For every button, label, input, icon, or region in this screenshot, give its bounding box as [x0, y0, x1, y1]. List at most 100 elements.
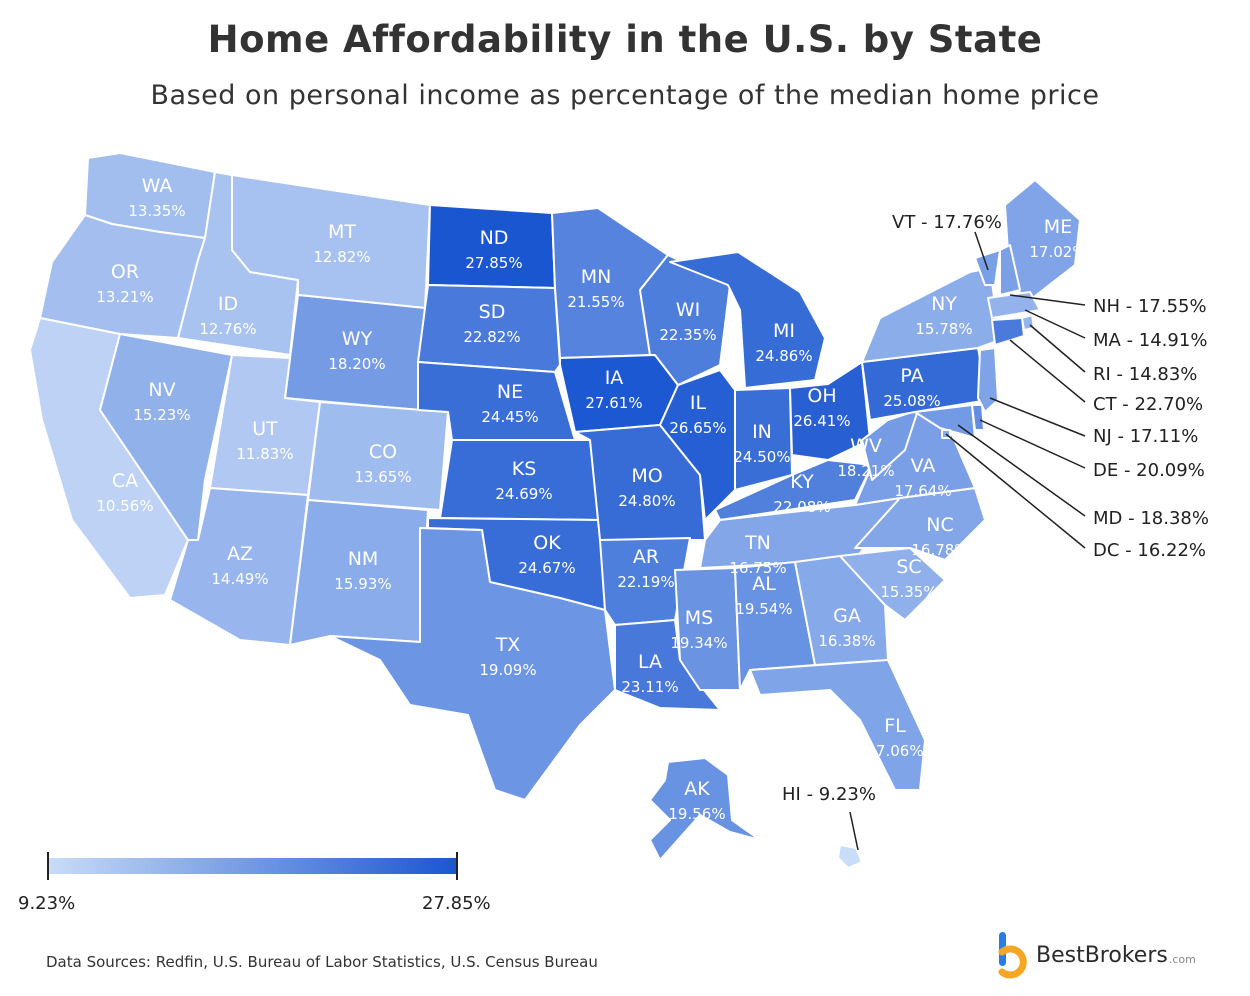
state-value-NM: 15.93%	[334, 575, 391, 593]
state-value-GA: 16.38%	[818, 632, 875, 650]
callout-line-HI	[849, 811, 859, 851]
state-value-CA: 10.56%	[96, 497, 153, 515]
state-value-OK: 24.67%	[518, 559, 575, 577]
state-NM[interactable]	[289, 499, 429, 646]
state-MS[interactable]	[674, 567, 741, 691]
state-value-MN: 21.55%	[567, 293, 624, 311]
state-LA[interactable]	[614, 619, 721, 711]
callout-NJ: NJ - 17.11%	[1093, 426, 1198, 447]
callout-DC: DC - 16.22%	[1093, 540, 1206, 561]
state-label-FL: FL	[884, 715, 906, 737]
state-value-IN: 24.50%	[733, 448, 790, 466]
state-value-OH: 26.41%	[793, 412, 850, 430]
state-WY[interactable]	[284, 294, 426, 411]
state-label-MN: MN	[581, 266, 612, 288]
state-value-LA: 23.11%	[621, 678, 678, 696]
state-label-MO: MO	[631, 465, 662, 487]
state-MI[interactable]	[669, 251, 826, 389]
map-title: Home Affordability in the U.S. by State	[207, 18, 1043, 61]
state-value-CO: 13.65%	[354, 468, 411, 486]
state-value-NV: 15.23%	[133, 406, 190, 424]
state-SC[interactable]	[839, 547, 946, 621]
state-label-WI: WI	[676, 299, 700, 321]
callout-line-DC	[945, 433, 1086, 549]
state-value-PA: 25.08%	[883, 392, 940, 410]
state-label-CA: CA	[112, 470, 138, 492]
brand-name: BestBrokers	[1036, 942, 1168, 968]
state-value-WY: 18.20%	[328, 355, 385, 373]
callout-MD: MD - 18.38%	[1093, 508, 1209, 529]
bestbrokers-logo-icon	[998, 932, 1027, 979]
state-label-NE: NE	[497, 381, 523, 403]
state-label-CO: CO	[369, 441, 397, 463]
state-value-IA: 27.61%	[585, 394, 642, 412]
callout-MA: MA - 14.91%	[1093, 330, 1207, 351]
callout-line-DE	[979, 419, 1086, 469]
state-NH[interactable]	[999, 244, 1021, 296]
state-label-NC: NC	[926, 514, 953, 536]
state-NY[interactable]	[861, 267, 1001, 363]
state-TX[interactable]	[329, 527, 616, 801]
state-value-ND: 27.85%	[465, 254, 522, 272]
state-value-ME: 17.02%	[1029, 243, 1086, 261]
state-value-NY: 15.78%	[915, 320, 972, 338]
callout-HI: HI - 9.23%	[782, 784, 876, 805]
state-IL[interactable]	[659, 369, 736, 521]
legend-max-tick	[456, 852, 458, 880]
state-value-NC: 16.78%	[911, 541, 968, 559]
state-value-MS: 19.34%	[670, 634, 727, 652]
state-CT[interactable]	[991, 317, 1025, 346]
legend-color-scale	[48, 858, 458, 874]
state-KS[interactable]	[439, 439, 601, 521]
state-label-OR: OR	[111, 261, 139, 283]
state-label-ND: ND	[480, 227, 509, 249]
state-value-SC: 15.35%	[880, 583, 937, 601]
callout-line-MA	[1024, 309, 1086, 339]
state-value-SD: 22.82%	[463, 328, 520, 346]
state-value-MI: 24.86%	[755, 347, 812, 365]
state-value-WV: 18.21%	[837, 462, 894, 480]
state-value-TX: 19.09%	[479, 661, 536, 679]
state-value-NE: 24.45%	[481, 408, 538, 426]
state-label-VA: VA	[911, 455, 936, 477]
state-label-TX: TX	[495, 634, 521, 656]
state-label-IA: IA	[605, 367, 624, 389]
callout-RI: RI - 14.83%	[1093, 364, 1197, 385]
state-label-NV: NV	[148, 379, 175, 401]
legend-max-label: 27.85%	[422, 893, 491, 914]
state-value-IL: 26.65%	[669, 419, 726, 437]
callout-VT: VT - 17.76%	[892, 212, 1002, 233]
state-FL[interactable]	[749, 659, 926, 791]
state-value-AZ: 14.49%	[211, 570, 268, 588]
state-NJ[interactable]	[977, 347, 999, 413]
state-label-OK: OK	[533, 532, 561, 554]
state-label-AZ: AZ	[227, 543, 253, 565]
state-value-KY: 22.08%	[773, 498, 830, 516]
state-value-MT: 12.82%	[313, 248, 370, 266]
legend-min-tick	[47, 852, 49, 880]
state-value-TN: 16.75%	[729, 559, 786, 577]
state-label-AL: AL	[752, 573, 776, 595]
state-value-FL: 17.06%	[866, 742, 923, 760]
state-label-MS: MS	[685, 607, 713, 629]
state-SD[interactable]	[417, 284, 561, 373]
callout-line-CT	[1009, 339, 1086, 403]
brand-logo: BestBrokers .com	[996, 930, 1196, 980]
state-WV[interactable]	[861, 409, 919, 481]
state-AK[interactable]	[649, 757, 761, 861]
state-value-MO: 24.80%	[618, 492, 675, 510]
state-label-MI: MI	[773, 320, 795, 342]
state-CO[interactable]	[307, 401, 449, 511]
state-value-UT: 11.83%	[236, 445, 293, 463]
state-label-WA: WA	[142, 175, 173, 197]
state-label-NM: NM	[348, 548, 379, 570]
callout-CT: CT - 22.70%	[1093, 394, 1203, 415]
state-value-AR: 22.19%	[617, 573, 674, 591]
state-label-LA: LA	[638, 651, 662, 673]
state-value-WA: 13.35%	[128, 202, 185, 220]
callout-line-NJ	[989, 397, 1086, 437]
state-label-PA: PA	[900, 365, 923, 387]
state-HI[interactable]	[837, 844, 863, 869]
state-label-NY: NY	[931, 293, 957, 315]
